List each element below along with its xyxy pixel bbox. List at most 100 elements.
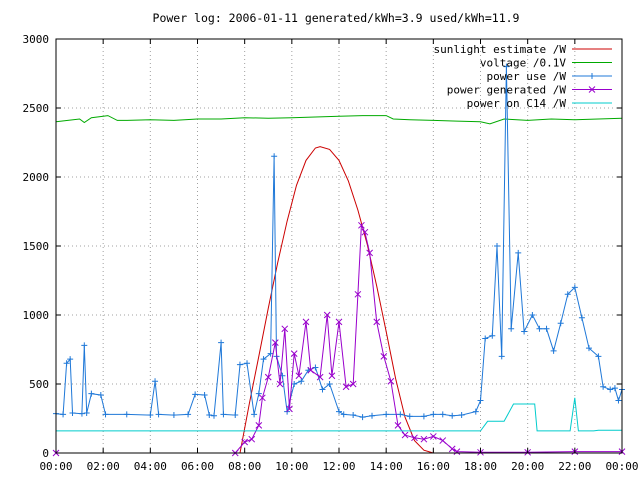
data-point <box>449 412 456 419</box>
data-point <box>529 312 536 318</box>
data-point <box>595 353 602 360</box>
data-point <box>220 411 227 418</box>
data-point <box>201 392 208 399</box>
data-point <box>420 435 428 443</box>
data-point <box>383 411 390 418</box>
data-point <box>543 325 550 332</box>
data-point <box>550 347 557 354</box>
x-tick-label: 08:00 <box>228 460 261 473</box>
series-line <box>239 146 434 454</box>
data-point <box>477 397 484 404</box>
data-point <box>78 410 85 417</box>
data-point <box>295 372 303 380</box>
data-point <box>615 397 622 404</box>
data-point <box>328 372 336 380</box>
data-point <box>515 249 522 256</box>
y-tick-label: 3000 <box>23 33 50 46</box>
data-point <box>354 290 362 298</box>
data-point <box>155 411 162 418</box>
data-point <box>401 431 409 439</box>
data-point <box>482 335 489 342</box>
data-point <box>259 394 266 402</box>
series-line <box>56 397 622 432</box>
data-point <box>448 445 456 453</box>
data-point <box>185 411 192 418</box>
data-point <box>218 339 225 346</box>
data-point <box>271 339 279 346</box>
data-point <box>123 411 130 418</box>
data-point <box>97 392 104 399</box>
data-point <box>361 228 369 236</box>
legend-label: power on C14 /W <box>467 97 567 110</box>
series-layer <box>52 63 626 457</box>
data-point <box>319 386 326 393</box>
data-point <box>340 411 347 418</box>
data-point <box>607 386 614 393</box>
x-tick-label: 00:00 <box>39 460 72 473</box>
data-point <box>521 328 528 335</box>
data-point <box>264 373 272 381</box>
data-point <box>439 411 446 418</box>
data-point <box>271 153 278 160</box>
data-point <box>69 409 76 416</box>
y-tick-label: 2500 <box>23 102 50 115</box>
x-tick-label: 20:00 <box>511 460 544 473</box>
data-point <box>420 413 427 420</box>
chart-title: Power log: 2006-01-11 generated/kWh=3.9 … <box>153 11 520 25</box>
data-point <box>248 435 256 443</box>
data-point <box>307 366 315 374</box>
data-point <box>326 381 333 387</box>
data-point <box>503 63 510 70</box>
legend-label: voltage /0.1V <box>480 57 566 70</box>
data-point <box>206 412 213 419</box>
data-point <box>60 411 67 418</box>
y-tick-label: 2000 <box>23 171 50 184</box>
data-point <box>298 378 305 385</box>
data-point <box>350 412 357 419</box>
x-tick-label: 04:00 <box>134 460 167 473</box>
data-point <box>236 361 243 368</box>
data-point <box>411 434 418 442</box>
data-point <box>498 353 505 360</box>
axis-ticks: 0 500 1000 1500 2000 2500 3000 00:00 02:00 04:00 0… <box>23 33 639 473</box>
data-point <box>406 413 413 420</box>
x-tick-label: 06:00 <box>181 460 214 473</box>
data-point <box>276 380 284 388</box>
data-point <box>147 412 154 419</box>
data-point <box>88 390 95 397</box>
data-point <box>63 360 70 367</box>
series-4 <box>56 397 622 432</box>
data-point <box>152 378 159 385</box>
data-point <box>589 73 595 79</box>
data-point <box>588 86 596 93</box>
data-point <box>302 318 310 326</box>
data-point <box>585 345 592 352</box>
data-point <box>429 433 437 440</box>
data-point <box>578 314 585 321</box>
data-point <box>260 356 267 363</box>
legend-label: power generated /W <box>447 84 567 97</box>
data-point <box>244 360 251 367</box>
series-2 <box>53 63 625 421</box>
data-point <box>286 405 293 413</box>
series-line <box>56 223 622 454</box>
data-point <box>67 356 74 363</box>
data-point <box>342 383 350 391</box>
legend-label: power use /W <box>487 70 567 83</box>
data-point <box>557 320 564 327</box>
x-tick-label: 14:00 <box>370 460 403 473</box>
data-point <box>611 385 618 392</box>
data-point <box>571 284 578 291</box>
data-point <box>316 373 324 381</box>
data-point <box>336 408 342 415</box>
data-point <box>358 221 365 229</box>
data-point <box>251 411 258 418</box>
data-point <box>439 437 447 444</box>
data-point <box>349 380 357 388</box>
data-point <box>81 342 88 349</box>
data-point <box>281 325 289 333</box>
data-point <box>397 411 404 418</box>
data-point <box>430 411 437 418</box>
